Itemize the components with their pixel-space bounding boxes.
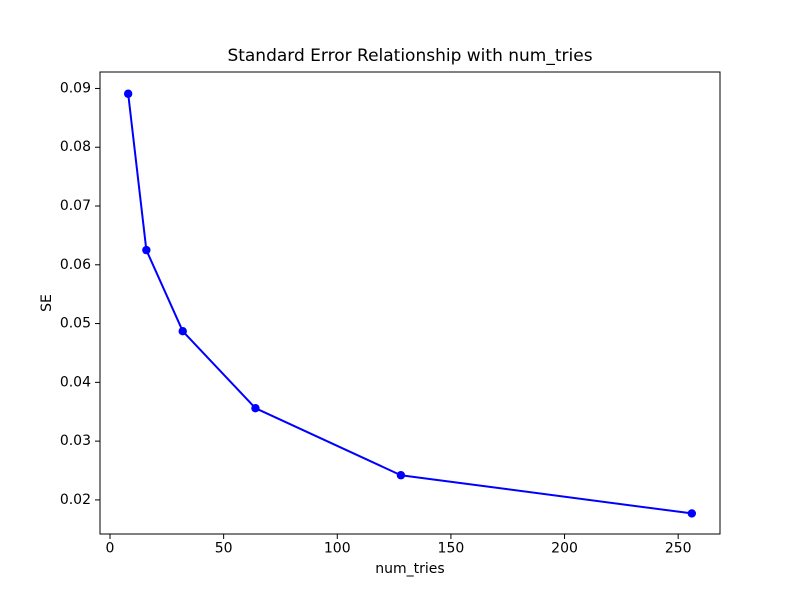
y-tick-label: 0.06 [60, 257, 91, 273]
se-line [127, 92, 693, 515]
y-tick-label: 0.07 [60, 198, 91, 214]
x-tick-label: 150 [438, 541, 465, 557]
data-point [396, 471, 406, 480]
y-tick-label: 0.04 [60, 374, 91, 390]
axes-spines [99, 71, 721, 535]
x-tick-label: 250 [665, 541, 692, 557]
data-point [178, 327, 187, 336]
data-point [251, 404, 260, 413]
y-tick-label: 0.09 [60, 80, 91, 96]
data-point [142, 245, 151, 255]
data-point [687, 509, 697, 518]
y-tick-label: 0.02 [60, 492, 91, 508]
y-tick-label: 0.08 [60, 139, 91, 155]
x-tick-label: 0 [106, 541, 115, 557]
chart-title: Standard Error Relationship with num_tri… [227, 46, 593, 66]
y-tick-label: 0.03 [60, 433, 91, 449]
x-tick-label: 100 [324, 541, 351, 557]
x-tick-label: 50 [215, 541, 233, 557]
data-point [123, 89, 133, 98]
y-tick-label: 0.05 [60, 316, 91, 332]
x-tick-label: 200 [551, 541, 578, 557]
x-axis-label: num_tries [375, 561, 445, 577]
